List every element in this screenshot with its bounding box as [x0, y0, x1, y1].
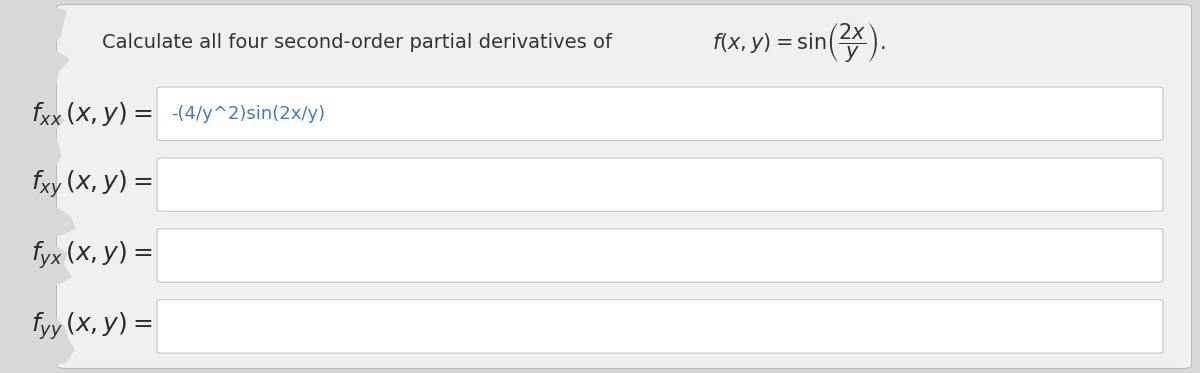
- Text: Calculate all four second-order partial derivatives of: Calculate all four second-order partial …: [102, 34, 618, 52]
- FancyBboxPatch shape: [56, 4, 1192, 369]
- Text: -(4/y^2)sin(2x/y): -(4/y^2)sin(2x/y): [172, 105, 325, 123]
- Text: $f_{yy}\,(x, y) =$: $f_{yy}\,(x, y) =$: [31, 311, 152, 342]
- FancyBboxPatch shape: [157, 87, 1163, 141]
- Polygon shape: [46, 7, 74, 366]
- Text: $f_{xx}\,(x, y) =$: $f_{xx}\,(x, y) =$: [31, 100, 152, 128]
- Text: $f_{xy}\,(x, y) =$: $f_{xy}\,(x, y) =$: [31, 169, 152, 200]
- FancyBboxPatch shape: [157, 300, 1163, 353]
- FancyBboxPatch shape: [157, 229, 1163, 282]
- Text: $f_{yx}\,(x, y) =$: $f_{yx}\,(x, y) =$: [31, 240, 152, 271]
- FancyBboxPatch shape: [157, 158, 1163, 211]
- Text: $f(x, y) = \sin\!\left(\dfrac{2x}{y}\right).$: $f(x, y) = \sin\!\left(\dfrac{2x}{y}\rig…: [712, 21, 886, 65]
